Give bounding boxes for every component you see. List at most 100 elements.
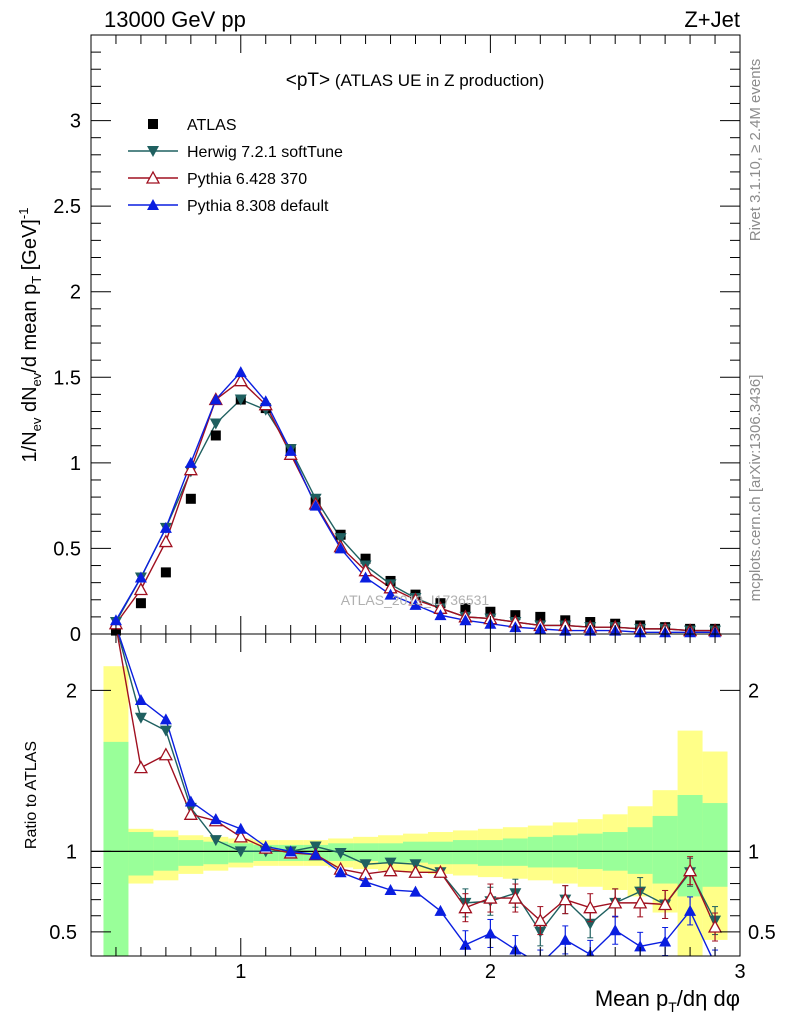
ratio-point [682,863,698,877]
data-point [334,533,347,545]
legend-marker [147,146,159,157]
band-inner [403,841,428,863]
legend-label: Herwig 7.2.1 softTune [187,144,343,161]
ratio-data-marks [116,634,723,969]
ratio-point [184,795,197,807]
data-point [183,462,198,476]
y-tick-label: 1 [70,453,81,475]
y-tick-label: 0.5 [53,538,81,560]
data-point [133,582,149,596]
ratio-y-tick-label: 1 [66,841,77,863]
ratio-point [434,904,447,916]
data-point [158,534,173,548]
ratio-point [359,875,372,887]
ratio-y-tick-label: 0.5 [49,922,77,944]
band-inner [178,840,204,866]
ratio-point [483,890,498,904]
data-point [460,603,471,614]
data-point [184,456,197,468]
data-point [160,567,171,578]
ratio-point [409,859,422,871]
ratio-point [334,847,347,859]
ratio-point [134,712,147,724]
ratio-point [384,857,397,869]
band-inner [527,836,553,868]
ratio-point [234,846,247,858]
ratio-point [609,924,622,936]
ratio-point [309,841,322,853]
data-point [259,395,272,407]
ratio-axes: 0.5 0.5 1 1 2 2 1 2 3 [49,634,776,983]
data-point [159,521,172,533]
ratio-y-tick-label-right: 0.5 [748,922,776,944]
band-inner [153,836,179,871]
ratio-point [183,806,198,820]
y-tick-label: 2 [70,282,81,304]
data-point [134,571,147,583]
watermark: ATLAS_2019_I1736531 [341,592,490,608]
ratio-y-tick-label-right: 1 [748,841,759,863]
data-point [535,611,546,622]
x-tick-label: 1 [235,961,246,983]
rivet-label: Rivet 3.1.10, ≥ 2.4M events [747,59,764,242]
legend-label: Pythia 8.308 default [187,198,329,215]
band-inner [128,832,154,876]
ratio-point [259,840,272,852]
y-tick-label: 3 [70,111,81,133]
ratio-point [583,900,598,914]
uncertainty-bands [91,666,740,956]
data-point [459,614,472,626]
band-inner [502,838,528,866]
band-inner [477,840,503,866]
data-point [359,571,372,583]
ratio-point [508,890,523,904]
plot-title: <pT> (ATLAS UE in Z production) [286,70,545,91]
ratio-point [209,813,222,825]
process-label: Z+Jet [684,7,740,32]
ratio-point [309,848,322,860]
ratio-point [433,864,448,878]
ratio-point [459,938,472,950]
ratio-panel: 0.5 0.5 1 1 2 2 1 2 3 Ratio to ATLAS Mean pT/dη … [23,633,776,1015]
band-inner [378,843,404,863]
ratio-point [408,864,423,878]
x-tick-label: 2 [485,961,496,983]
legend-marker [145,170,161,184]
data-point [234,366,247,378]
ratio-point [359,859,372,871]
ratio-point [559,933,572,945]
data-point [209,418,222,430]
ratio-point [209,835,222,847]
band-inner [427,841,453,865]
ratio-point [409,885,422,897]
band-inner [203,841,229,865]
x-axis-label: Mean pT/dη dφ [595,986,740,1015]
data-point [334,542,347,554]
ratio-point [133,760,149,774]
band-inner [103,741,129,956]
main-panel: ATLAS_2019_I1736531 <pT> (ATLAS UE in Z … [16,34,741,646]
data-point [233,373,248,387]
legend-label: Pythia 6.428 370 [187,171,307,188]
band-inner [627,827,653,874]
data-point [284,444,297,456]
ratio-point [284,845,297,857]
data-point [360,553,371,564]
ratio-point [159,725,172,737]
data-point [185,493,196,504]
ratio-y-axis-label: Ratio to ATLAS [23,741,40,849]
y-tick-label: 1.5 [53,367,81,389]
data-point [384,588,397,600]
ratio-point [633,895,648,909]
ratio-point [709,958,721,969]
x-tick-label: 3 [734,961,745,983]
ratio-point [484,927,497,939]
ratio-y-tick-label-right: 2 [748,680,759,702]
ratio-point [458,900,473,914]
band-inner [652,815,678,884]
ratio-point [608,895,623,909]
ratio-point [684,904,697,916]
ratio-point [159,713,172,725]
legend-marker [147,199,159,210]
